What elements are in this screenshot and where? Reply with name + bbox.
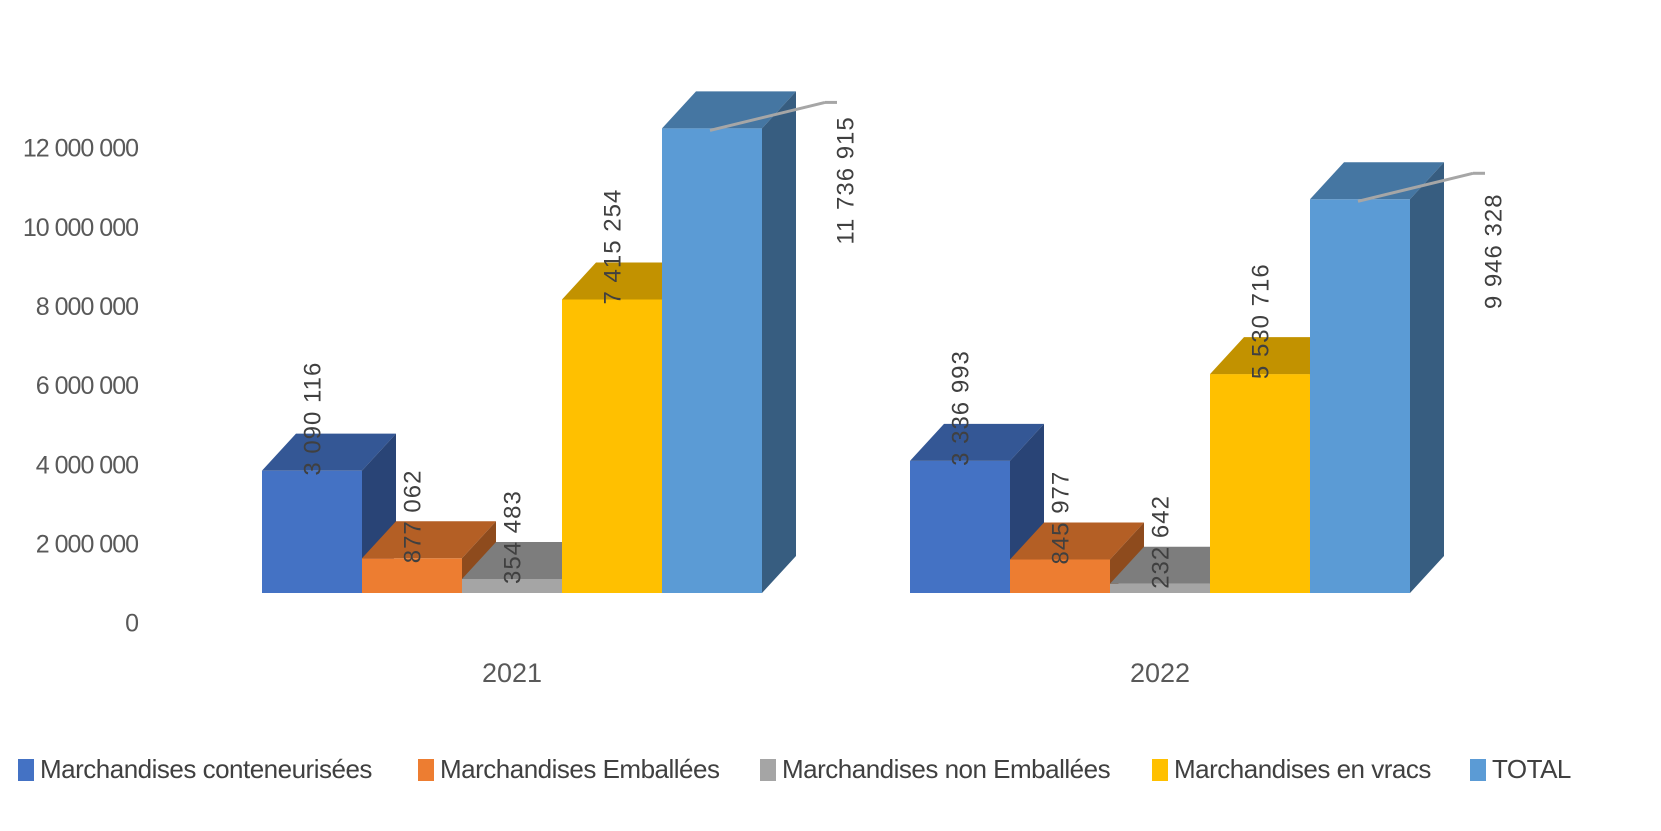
- bar-side: [762, 91, 796, 593]
- data-label: 354 483: [499, 490, 526, 584]
- x-tick-label: 2022: [1130, 658, 1190, 688]
- legend-swatch: [760, 759, 776, 781]
- bar-front: [1210, 374, 1310, 593]
- legend-swatch: [418, 759, 434, 781]
- legend-label: TOTAL: [1492, 754, 1571, 784]
- bar: [662, 91, 796, 593]
- data-label: 232 642: [1147, 495, 1174, 589]
- legend-swatch: [18, 759, 34, 781]
- y-tick-label: 8 000 000: [36, 293, 138, 321]
- x-tick-label: 2021: [482, 658, 542, 688]
- legend-label: Marchandises Emballées: [440, 754, 720, 784]
- bar-front: [362, 558, 462, 593]
- bar-side: [1410, 162, 1444, 593]
- data-label: 9 946 328: [1480, 193, 1507, 309]
- y-tick-label: 4 000 000: [36, 451, 138, 479]
- bar-front: [262, 470, 362, 593]
- bar-top: [262, 433, 396, 471]
- leader-line: [709, 100, 826, 132]
- legend-swatch: [1470, 759, 1486, 781]
- bar-front: [662, 128, 762, 593]
- data-label: 11 736 915: [832, 116, 859, 244]
- data-label: 5 530 716: [1247, 263, 1274, 379]
- data-label: 7 415 254: [599, 189, 626, 305]
- leader-line: [1357, 171, 1474, 203]
- legend-label: Marchandises en vracs: [1174, 754, 1431, 784]
- bar-front: [1310, 199, 1410, 593]
- bar-front: [1110, 583, 1210, 593]
- bar: [1210, 337, 1344, 593]
- legend-swatch: [1152, 759, 1168, 781]
- y-tick-label: 12 000 000: [23, 135, 138, 163]
- bar-front: [1010, 559, 1110, 593]
- data-label: 3 336 993: [947, 350, 974, 466]
- legend-label: Marchandises non Emballées: [782, 754, 1111, 784]
- data-label: 877 062: [399, 470, 426, 564]
- data-label: 3 090 116: [299, 362, 326, 476]
- y-tick-label: 2 000 000: [36, 530, 138, 558]
- data-label: 845 977: [1047, 471, 1074, 565]
- bar-top: [362, 521, 496, 559]
- bar-top: [1010, 522, 1144, 560]
- y-tick-label: 10 000 000: [23, 214, 138, 242]
- bar-front: [910, 460, 1010, 593]
- y-tick-label: 6 000 000: [36, 372, 138, 400]
- legend-label: Marchandises conteneurisées: [40, 754, 372, 784]
- bar-front: [562, 299, 662, 593]
- bar: [1310, 162, 1444, 593]
- bar-front: [462, 578, 562, 593]
- y-tick-label: 0: [125, 610, 138, 638]
- bar-top: [910, 423, 1044, 461]
